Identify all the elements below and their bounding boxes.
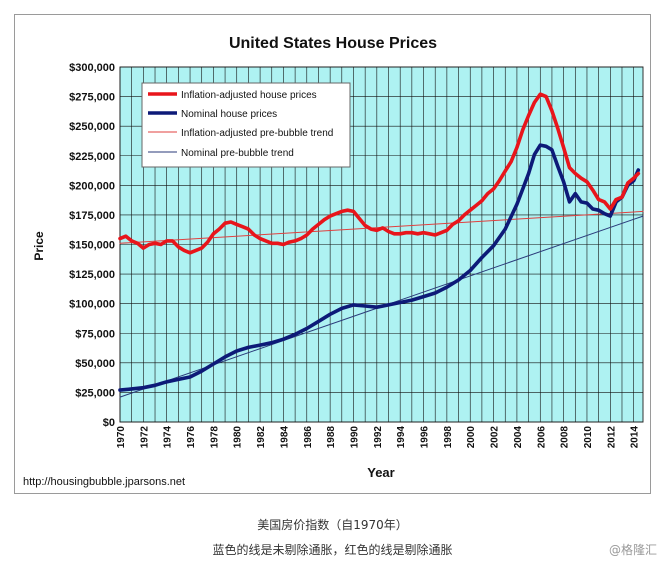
series-line-nominal [118,143,641,392]
series-layer [118,92,641,392]
legend-label-inflation-trend: Inflation-adjusted pre-bubble trend [181,128,333,139]
legend-box [141,82,351,168]
source-url: http://housingbubble.jparsons.net [23,476,185,488]
y-tick-label: $150,000 [69,240,115,252]
x-tick-label: 2004 [513,426,524,449]
y-tick-label: $225,000 [69,151,115,163]
y-tick-label: $200,000 [69,180,115,192]
x-tick-label: 2006 [536,426,547,449]
watermark: @格隆汇 [608,543,657,557]
caption-line-1: 美国房价指数（自1970年） [257,518,408,532]
x-tick-label: 1970 [116,426,127,449]
y-tick-label: $175,000 [69,210,115,222]
y-tick-label: $25,000 [75,387,115,399]
y-tick-label: $100,000 [69,299,115,311]
x-tick-label: 1982 [256,426,267,449]
legend: Inflation-adjusted house prices Nominal … [141,82,351,168]
series-line-inflation-adjusted [118,92,641,255]
chart-panel: United States House Prices $0 $25,000 $50,… [14,14,651,494]
y-tick-label: $125,000 [69,269,115,281]
x-axis-label: Year [367,465,394,480]
chart-svg: United States House Prices $0 $25,000 $50,… [23,35,644,488]
x-tick-label: 1988 [326,426,337,449]
x-tick-label: 1984 [279,426,290,449]
legend-label-inflation-adjusted: Inflation-adjusted house prices [181,90,317,101]
x-tick-label: 1990 [349,426,360,449]
x-tick-label: 1974 [163,426,174,449]
y-tick-label: $75,000 [75,328,115,340]
x-tick-label: 1996 [420,426,431,449]
y-tick-label: $50,000 [75,358,115,370]
x-tick-label: 1998 [443,426,454,449]
x-tick-label: 1980 [233,426,244,449]
y-tick-label: $300,000 [69,62,115,74]
x-tick-labels: 1970 1972 1974 1976 1978 1980 1982 1984 1986 1988… [116,426,641,449]
x-tick-label: 1994 [396,426,407,449]
x-tick-label: 1976 [186,426,197,449]
x-tick-label: 1972 [139,426,150,449]
x-tick-label: 1992 [373,426,384,449]
y-tick-label: $275,000 [69,92,115,104]
y-tick-label: $0 [103,417,115,429]
x-tick-label: 2010 [583,426,594,449]
y-tick-label: $250,000 [69,121,115,133]
x-tick-label: 1986 [303,426,314,449]
x-tick-label: 2002 [490,426,501,449]
caption-line-2: 蓝色的线是未剔除通胀，红色的线是剔除通胀 [212,543,453,557]
chart-title: United States House Prices [229,35,437,52]
y-tick-labels: $0 $25,000 $50,000 $75,000 $100,000 $125,000 $… [69,62,115,429]
x-tick-label: 2000 [466,426,477,449]
y-axis-label: Price [32,231,46,261]
x-tick-label: 2008 [560,426,571,449]
x-tick-label: 2014 [630,426,641,449]
x-tick-label: 1978 [209,426,220,449]
legend-label-nominal-trend: Nominal pre-bubble trend [181,148,294,159]
legend-label-nominal: Nominal house prices [181,109,277,120]
x-tick-label: 2012 [606,426,617,449]
